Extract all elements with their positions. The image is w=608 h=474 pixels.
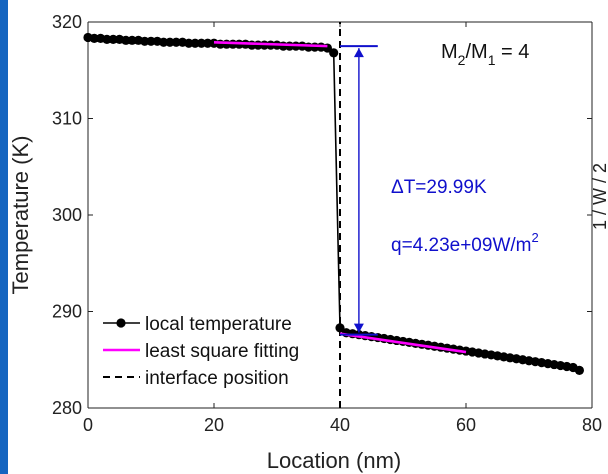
temperature-point xyxy=(335,323,345,333)
heat-flux-label: q=4.23e+09W/m2 xyxy=(391,230,539,256)
fit-line-left xyxy=(213,40,328,48)
legend-label-local-temperature: local temperature xyxy=(145,314,292,335)
temperature-point xyxy=(184,38,194,48)
temperature-point xyxy=(165,37,175,47)
temperature-point xyxy=(121,35,131,45)
temperature-point xyxy=(108,34,118,44)
temperature-point xyxy=(89,33,99,44)
temperature-point xyxy=(190,38,200,48)
y-axis-label: Temperature (K) xyxy=(8,136,33,295)
temperature-point xyxy=(574,365,585,375)
fit-lines xyxy=(213,40,467,354)
x-tick-label: 40 xyxy=(330,415,350,435)
delta-annotation xyxy=(340,45,378,336)
temperature-point xyxy=(146,36,156,46)
x-axis-label: Location (nm) xyxy=(267,448,402,473)
delta-arrowhead-bottom xyxy=(353,323,364,333)
temperature-point xyxy=(329,48,339,58)
y-tick-label: 290 xyxy=(52,302,82,322)
legend-dot-local-temperature xyxy=(116,318,126,328)
axes: 0 20 40 60 80 280 290 300 310 320 xyxy=(52,12,602,435)
temperature-point xyxy=(127,35,137,45)
x-tick-label: 80 xyxy=(582,415,602,435)
temperature-point xyxy=(140,36,150,46)
delta-arrowhead-top xyxy=(353,48,364,58)
left-edge-strip xyxy=(0,0,8,474)
fit-line-right xyxy=(339,332,467,354)
right-axis-label-fragment: 1 / W / 2 xyxy=(590,163,608,230)
legend: local temperature least square fitting i… xyxy=(103,314,299,389)
x-tick-label: 0 xyxy=(83,415,93,435)
temperature-point xyxy=(203,38,213,48)
mass-ratio-label: M2/M1 = 4 xyxy=(441,41,529,68)
y-tick-label: 300 xyxy=(52,205,82,225)
legend-label-interface-position: interface position xyxy=(145,368,289,389)
x-tick-label: 20 xyxy=(204,415,224,435)
delta-t-label: ΔT=29.99K xyxy=(391,177,487,198)
legend-label-least-square-fitting: least square fitting xyxy=(145,341,299,362)
temperature-point xyxy=(159,37,169,47)
temperature-point xyxy=(171,37,181,47)
y-tick-label: 320 xyxy=(52,12,82,32)
y-tick-label: 280 xyxy=(52,398,82,418)
y-tick-label: 310 xyxy=(52,109,82,129)
x-tick-label: 60 xyxy=(456,415,476,435)
temperature-point xyxy=(102,34,112,44)
temperature-point xyxy=(196,38,206,48)
